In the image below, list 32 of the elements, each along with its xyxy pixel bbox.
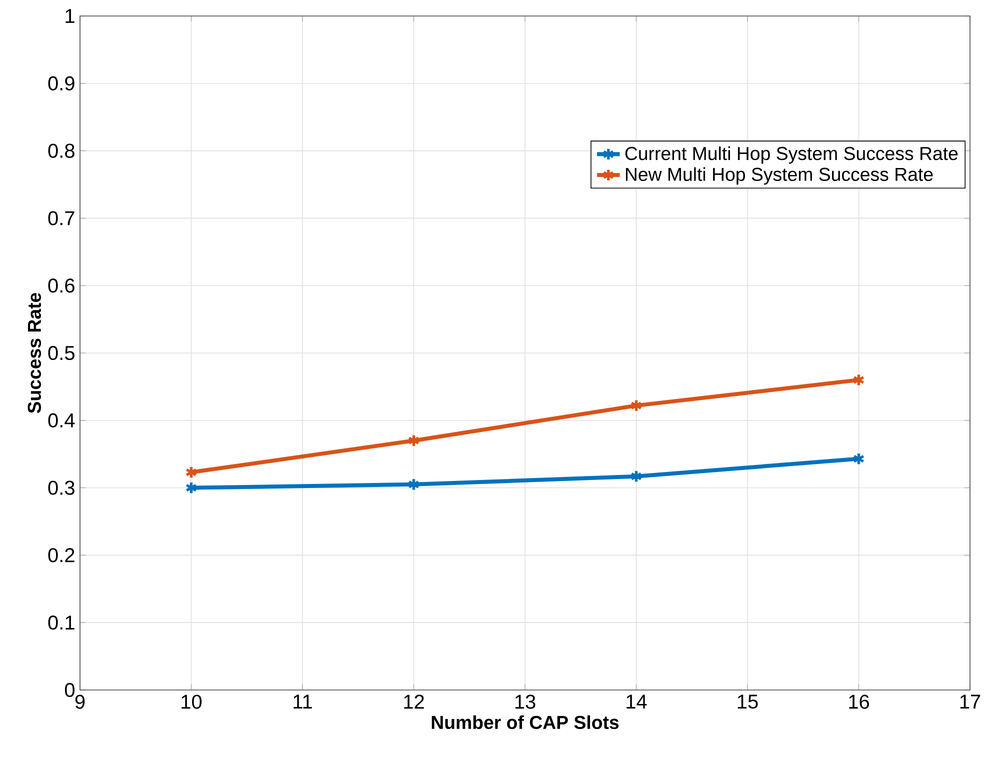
y-tick-label: 0.8 — [48, 144, 74, 158]
x-axis-title: Number of CAP Slots — [432, 715, 619, 730]
y-tick-label: 0 — [64, 682, 75, 698]
y-tick-label: 1 — [66, 9, 74, 23]
x-tick-label: 10 — [182, 694, 202, 709]
y-tick-label: 0.6 — [48, 278, 74, 293]
x-tick-label: 14 — [626, 694, 647, 708]
y-tick-label: 0.3 — [48, 480, 74, 495]
point — [408, 478, 420, 492]
y-tick-label: 0.4 — [48, 413, 75, 428]
point — [185, 466, 198, 479]
y-tick-label: 0.5 — [48, 346, 74, 360]
y-tick-label: 0.9 — [48, 76, 74, 90]
point — [852, 373, 865, 387]
y-tick-label: 0.2 — [48, 548, 74, 562]
legend-label: New Multi Hop System Success Rate — [626, 167, 933, 185]
x-tick-label: 12 — [404, 694, 424, 709]
x-tick-label: 16 — [849, 694, 869, 709]
y-tick-label: 0.1 — [48, 616, 74, 630]
point — [852, 452, 865, 466]
x-tick-label: 17 — [960, 694, 980, 708]
x-tick-label: 13 — [515, 694, 536, 709]
x-tick-label: 15 — [738, 694, 758, 709]
x-tick-label: 11 — [294, 694, 312, 708]
y-axis-title: Success Rate — [28, 292, 42, 414]
y-tick-label: 0.7 — [48, 211, 74, 226]
point — [185, 481, 198, 494]
legend-label: Current Multi Hop System Success Rate — [625, 146, 958, 164]
x-tick-label: 9 — [75, 694, 85, 709]
point — [630, 470, 642, 483]
point — [408, 434, 420, 448]
point — [630, 398, 642, 412]
